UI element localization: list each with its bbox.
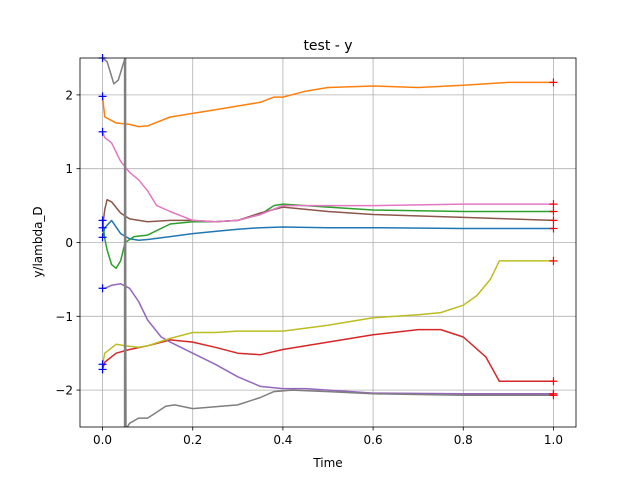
y-axis-label: y/lambda_D — [31, 206, 45, 277]
end-marker-8 — [549, 391, 558, 400]
start-marker-7 — [98, 127, 107, 136]
end-marker-6 — [549, 216, 558, 225]
end-marker-2 — [549, 78, 558, 87]
y-tick-label: −1 — [55, 310, 73, 324]
y-tick-label: 1 — [65, 162, 73, 176]
start-marker-5 — [98, 284, 107, 293]
x-tick-label: 0.0 — [93, 433, 112, 447]
y-axis: −2 −1 0 1 2 — [55, 88, 80, 398]
x-tick-label: 0.6 — [364, 433, 383, 447]
series-line-2 — [101, 81, 555, 128]
x-tick-label: 0.4 — [273, 433, 292, 447]
end-marker-4 — [549, 377, 558, 386]
x-axis-label: Time — [312, 456, 342, 470]
series-line-3 — [101, 203, 555, 270]
series-line-4 — [101, 328, 555, 382]
x-tick-label: 1.0 — [544, 433, 563, 447]
chart-title: test - y — [303, 38, 352, 54]
series-group — [101, 58, 555, 427]
x-tick-label: 0.2 — [183, 433, 202, 447]
end-marker-1 — [549, 224, 558, 233]
end-marker-7 — [549, 200, 558, 209]
series-line-5 — [101, 283, 555, 395]
series-line-1 — [101, 219, 555, 242]
y-tick-label: −2 — [55, 384, 73, 398]
start-marker-9 — [98, 360, 107, 369]
y-tick-label: 0 — [65, 236, 73, 250]
series-line-9 — [101, 260, 555, 366]
start-marker-1 — [98, 233, 107, 242]
y-tick-label: 2 — [65, 88, 73, 102]
start-marker-6 — [98, 223, 107, 232]
start-marker-3 — [98, 216, 107, 225]
end-marker-3 — [549, 207, 558, 216]
marker-group — [98, 54, 558, 400]
x-axis: 0.0 0.2 0.4 0.6 0.8 1.0 — [93, 427, 563, 447]
series-line-7 — [101, 131, 555, 223]
series-line-8 — [101, 58, 555, 427]
x-tick-label: 0.8 — [454, 433, 473, 447]
end-marker-9 — [549, 256, 558, 265]
start-marker-2 — [98, 92, 107, 101]
